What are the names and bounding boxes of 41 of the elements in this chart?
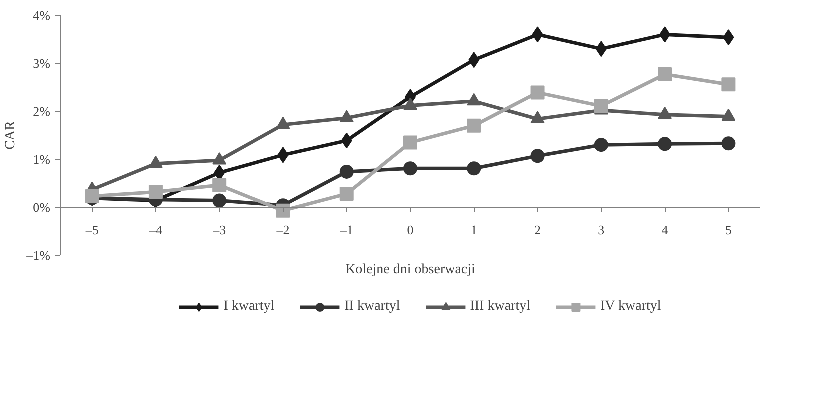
point	[530, 149, 545, 164]
y-axis-title: CAR	[4, 120, 19, 150]
point	[722, 136, 736, 151]
point	[212, 178, 227, 192]
x-tick-label: 5	[725, 222, 732, 238]
x-tick-label: –4	[148, 222, 163, 238]
point	[467, 162, 482, 176]
y-tick-label: –1%	[26, 248, 51, 263]
point	[658, 68, 672, 82]
x-tick-label: 2	[534, 222, 542, 238]
point	[404, 136, 418, 150]
point	[467, 118, 482, 133]
x-axis-title: Kolejne dni obserwacji	[346, 262, 476, 278]
x-tick-label: –3	[212, 222, 226, 238]
legend-label: IV kwartyl	[600, 299, 662, 315]
y-tick-label: 1%	[33, 152, 51, 167]
x-tick-label: –1	[339, 222, 354, 238]
point	[340, 187, 354, 202]
x-tick-label: –2	[276, 222, 290, 238]
legend-label: III kwartyl	[470, 299, 530, 315]
y-tick-label: 4%	[33, 8, 51, 23]
point	[340, 164, 354, 179]
y-tick-label: 0%	[33, 200, 51, 215]
x-tick-label: 3	[598, 222, 605, 238]
point	[148, 185, 163, 200]
x-tick-label: 0	[407, 222, 414, 238]
point	[212, 194, 227, 208]
point	[404, 162, 418, 176]
x-tick-label: –5	[84, 222, 99, 238]
point	[276, 204, 290, 218]
x-tick-label: 1	[470, 222, 478, 238]
point	[594, 99, 608, 114]
point	[530, 86, 545, 100]
x-tick-label: 4	[662, 222, 669, 238]
point	[722, 78, 736, 92]
legend-label: I kwartyl	[224, 299, 275, 315]
point	[658, 137, 672, 152]
legend-label: II kwartyl	[344, 299, 400, 315]
y-tick-label: 2%	[33, 104, 51, 119]
y-tick-label: 3%	[33, 56, 51, 71]
point	[594, 138, 608, 152]
